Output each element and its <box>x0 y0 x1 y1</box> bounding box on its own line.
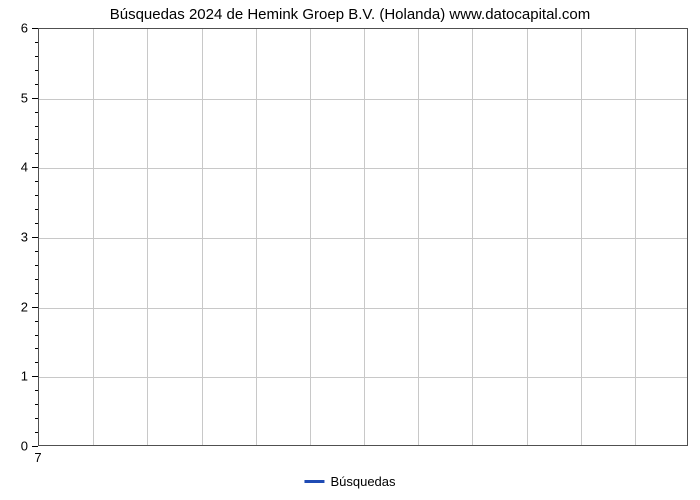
y-minor-tick <box>35 404 38 405</box>
y-minor-tick <box>35 42 38 43</box>
y-major-tick <box>32 237 38 238</box>
gridline-vertical <box>147 29 148 445</box>
y-major-tick <box>32 28 38 29</box>
y-minor-tick <box>35 251 38 252</box>
y-major-tick <box>32 376 38 377</box>
y-minor-tick <box>35 390 38 391</box>
gridline-vertical <box>581 29 582 445</box>
y-minor-tick <box>35 321 38 322</box>
y-tick-label: 2 <box>8 299 28 314</box>
gridline-vertical <box>256 29 257 445</box>
y-minor-tick <box>35 362 38 363</box>
gridline-vertical <box>93 29 94 445</box>
gridline-vertical <box>364 29 365 445</box>
chart-container: Búsquedas 2024 de Hemink Groep B.V. (Hol… <box>0 0 700 500</box>
y-minor-tick <box>35 70 38 71</box>
y-minor-tick <box>35 181 38 182</box>
legend-line <box>304 480 324 483</box>
legend-label: Búsquedas <box>330 474 395 489</box>
gridline-vertical <box>635 29 636 445</box>
chart-title: Búsquedas 2024 de Hemink Groep B.V. (Hol… <box>0 6 700 23</box>
y-minor-tick <box>35 153 38 154</box>
plot-area <box>38 28 688 446</box>
y-minor-tick <box>35 209 38 210</box>
y-major-tick <box>32 307 38 308</box>
y-minor-tick <box>35 335 38 336</box>
gridline-vertical <box>202 29 203 445</box>
x-axis-label: 7 <box>34 450 41 465</box>
y-minor-tick <box>35 56 38 57</box>
y-major-tick <box>32 167 38 168</box>
y-minor-tick <box>35 293 38 294</box>
y-minor-tick <box>35 195 38 196</box>
gridline-horizontal <box>39 99 687 100</box>
gridline-horizontal <box>39 377 687 378</box>
y-minor-tick <box>35 126 38 127</box>
y-tick-label: 4 <box>8 160 28 175</box>
gridline-vertical <box>418 29 419 445</box>
y-major-tick <box>32 446 38 447</box>
gridline-horizontal <box>39 168 687 169</box>
y-minor-tick <box>35 84 38 85</box>
y-minor-tick <box>35 265 38 266</box>
y-minor-tick <box>35 112 38 113</box>
y-minor-tick <box>35 279 38 280</box>
y-minor-tick <box>35 348 38 349</box>
y-minor-tick <box>35 223 38 224</box>
gridline-horizontal <box>39 238 687 239</box>
y-tick-label: 6 <box>8 21 28 36</box>
y-minor-tick <box>35 432 38 433</box>
gridline-vertical <box>472 29 473 445</box>
gridline-vertical <box>310 29 311 445</box>
y-minor-tick <box>35 418 38 419</box>
gridline-vertical <box>527 29 528 445</box>
y-minor-tick <box>35 139 38 140</box>
y-major-tick <box>32 98 38 99</box>
y-tick-label: 0 <box>8 439 28 454</box>
y-tick-label: 1 <box>8 369 28 384</box>
y-tick-label: 3 <box>8 230 28 245</box>
y-tick-label: 5 <box>8 90 28 105</box>
legend: Búsquedas <box>304 474 395 489</box>
gridline-horizontal <box>39 308 687 309</box>
